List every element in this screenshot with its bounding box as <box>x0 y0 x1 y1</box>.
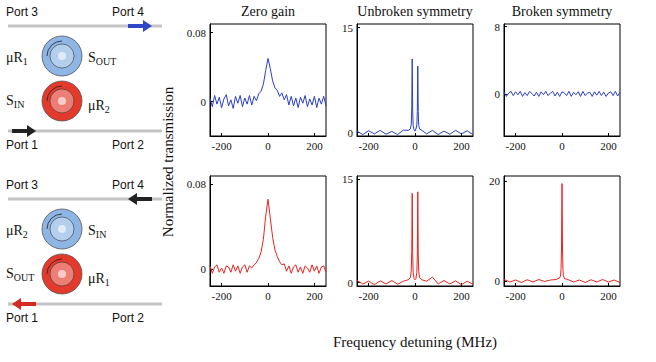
svg-text:Port 2: Port 2 <box>112 138 144 152</box>
svg-text:0: 0 <box>348 277 354 289</box>
svg-text:0.08: 0.08 <box>187 27 207 39</box>
svg-text:20: 20 <box>489 175 501 187</box>
svg-text:μR2: μR2 <box>88 98 110 115</box>
svg-text:200: 200 <box>600 290 617 302</box>
svg-text:Broken symmetry: Broken symmetry <box>512 4 613 19</box>
svg-text:SOUT: SOUT <box>88 50 116 67</box>
svg-text:Port 4: Port 4 <box>112 5 144 19</box>
svg-text:15: 15 <box>342 173 354 185</box>
svg-text:0: 0 <box>495 88 501 100</box>
svg-text:SOUT: SOUT <box>6 266 34 283</box>
svg-text:200: 200 <box>306 140 323 152</box>
svg-text:0: 0 <box>559 290 565 302</box>
svg-text:Port 4: Port 4 <box>112 178 144 192</box>
svg-text:0: 0 <box>201 263 207 275</box>
svg-text:-200: -200 <box>212 140 233 152</box>
svg-text:0: 0 <box>265 140 271 152</box>
svg-text:μR2: μR2 <box>6 223 28 240</box>
svg-text:SIN: SIN <box>6 93 24 110</box>
svg-text:0: 0 <box>265 290 271 302</box>
svg-text:Port 1: Port 1 <box>6 138 38 152</box>
svg-text:0: 0 <box>559 140 565 152</box>
svg-text:-200: -200 <box>359 290 380 302</box>
svg-text:0: 0 <box>412 140 418 152</box>
svg-text:200: 200 <box>306 290 323 302</box>
svg-text:Port 2: Port 2 <box>112 311 144 325</box>
svg-text:200: 200 <box>600 140 617 152</box>
svg-text:Zero gain: Zero gain <box>241 4 295 19</box>
svg-text:200: 200 <box>453 290 470 302</box>
svg-text:μR1: μR1 <box>88 271 110 288</box>
svg-text:200: 200 <box>453 140 470 152</box>
svg-text:-200: -200 <box>212 290 233 302</box>
svg-text:0: 0 <box>495 275 501 287</box>
svg-text:15: 15 <box>342 22 354 34</box>
svg-text:-200: -200 <box>359 140 380 152</box>
svg-text:-200: -200 <box>506 290 527 302</box>
svg-text:Port 3: Port 3 <box>6 178 38 192</box>
svg-text:Unbroken symmetry: Unbroken symmetry <box>357 4 472 19</box>
svg-text:SIN: SIN <box>88 223 106 240</box>
svg-text:-200: -200 <box>506 140 527 152</box>
svg-text:Frequency detuning (MHz): Frequency detuning (MHz) <box>333 334 497 351</box>
svg-text:0: 0 <box>348 127 354 139</box>
svg-text:8: 8 <box>495 21 501 33</box>
svg-text:0.08: 0.08 <box>187 178 207 190</box>
svg-text:μR1: μR1 <box>6 50 28 67</box>
svg-text:Normalized transmission: Normalized transmission <box>160 86 176 237</box>
svg-text:0: 0 <box>412 290 418 302</box>
svg-text:Port 1: Port 1 <box>6 311 38 325</box>
svg-text:0: 0 <box>201 96 207 108</box>
svg-text:Port 3: Port 3 <box>6 5 38 19</box>
